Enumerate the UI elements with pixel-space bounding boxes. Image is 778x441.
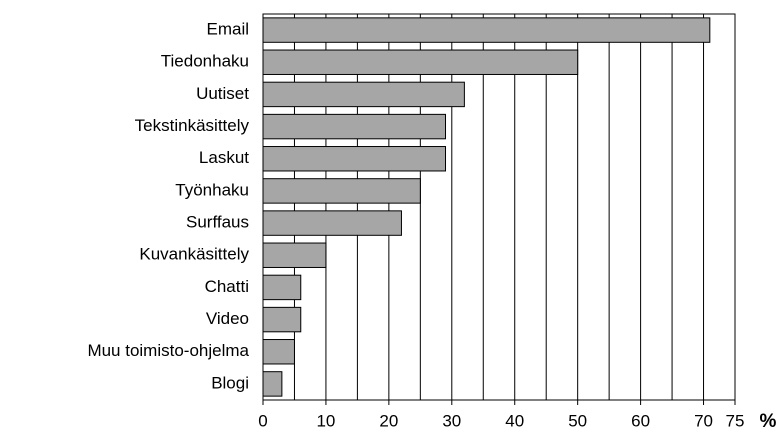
y-tick-label: Email bbox=[206, 20, 249, 39]
y-tick-label: Kuvankäsittely bbox=[139, 245, 249, 264]
y-tick-label: Muu toimisto-ohjelma bbox=[87, 341, 249, 360]
y-tick-label: Laskut bbox=[199, 148, 249, 167]
x-tick-label: 70 bbox=[694, 411, 713, 430]
y-tick-label: Chatti bbox=[205, 277, 249, 296]
bar bbox=[262, 49, 579, 75]
y-tick-label: Surffaus bbox=[186, 213, 249, 232]
bar bbox=[262, 339, 295, 365]
x-tick-label: 50 bbox=[568, 411, 587, 430]
x-tick-label: 30 bbox=[442, 411, 461, 430]
y-tick-label: Tekstinkäsittely bbox=[135, 116, 250, 135]
bar bbox=[262, 146, 447, 172]
bar bbox=[262, 242, 327, 268]
bar bbox=[262, 306, 302, 333]
x-tick-label: 40 bbox=[505, 411, 524, 430]
y-tick-label: Blogi bbox=[211, 373, 249, 392]
x-tick-label: 20 bbox=[379, 411, 398, 430]
x-tick-label: 75 bbox=[726, 411, 745, 430]
x-tick-label: 60 bbox=[631, 411, 650, 430]
bar bbox=[262, 371, 283, 397]
bar bbox=[262, 113, 447, 140]
bar bbox=[262, 17, 711, 43]
y-tick-label: Video bbox=[206, 309, 249, 328]
x-tick-label: 10 bbox=[316, 411, 335, 430]
bar bbox=[262, 274, 302, 301]
bar bbox=[262, 81, 465, 108]
x-axis-label: % bbox=[760, 411, 777, 432]
y-tick-label: Työnhaku bbox=[175, 180, 249, 199]
bar bbox=[262, 210, 402, 236]
y-tick-label: Uutiset bbox=[196, 84, 249, 103]
y-tick-label: Tiedonhaku bbox=[161, 52, 249, 71]
bar bbox=[262, 178, 421, 204]
plot-frame bbox=[262, 13, 736, 401]
x-tick-label: 0 bbox=[258, 411, 267, 430]
